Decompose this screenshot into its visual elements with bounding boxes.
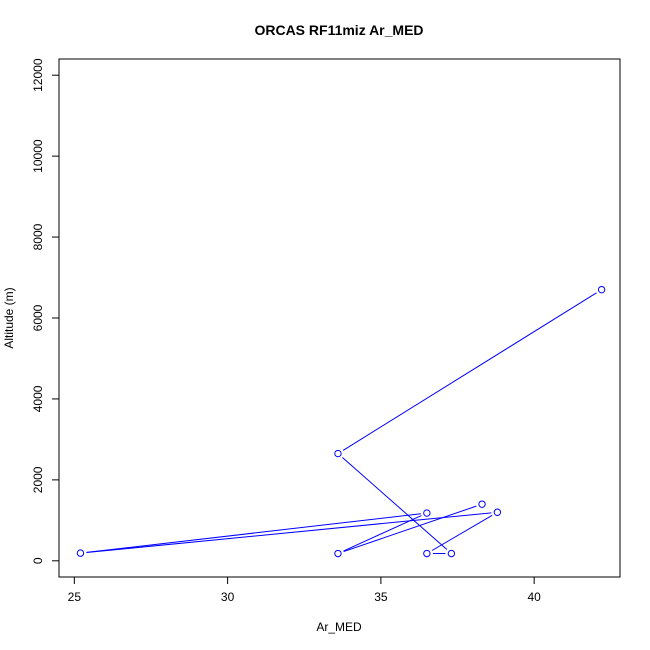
chart-title: ORCAS RF11miz Ar_MED bbox=[254, 22, 423, 38]
x-tick-label: 35 bbox=[374, 590, 388, 604]
y-tick-label: 8000 bbox=[31, 223, 45, 250]
series-line-segment bbox=[86, 512, 492, 554]
data-point bbox=[597, 285, 606, 294]
series-line-segment bbox=[343, 515, 422, 552]
series-line-segment bbox=[342, 457, 448, 550]
y-axis: 0 2000 4000 6000 8000 10000 12000 bbox=[31, 58, 60, 564]
y-tick-label: 6000 bbox=[31, 304, 45, 331]
y-tick-label: 10000 bbox=[31, 139, 45, 173]
data-point bbox=[423, 509, 431, 517]
y-tick-label: 4000 bbox=[31, 385, 45, 412]
data-point bbox=[447, 549, 456, 558]
series-line-segment bbox=[342, 292, 597, 451]
x-tick-label: 40 bbox=[527, 590, 541, 604]
data-point bbox=[76, 549, 85, 557]
data-point bbox=[334, 549, 342, 558]
series-layer bbox=[76, 285, 606, 558]
data-point bbox=[478, 500, 486, 508]
plot-frame bbox=[58, 58, 621, 578]
y-tick-label: 0 bbox=[31, 557, 45, 564]
y-axis-label: Altitude (m) bbox=[2, 287, 16, 348]
series-line-segment bbox=[86, 513, 421, 553]
y-tick-label: 2000 bbox=[31, 466, 45, 493]
x-axis-label: Ar_MED bbox=[316, 620, 362, 634]
series-line-segment bbox=[431, 514, 493, 551]
data-point bbox=[493, 508, 502, 516]
x-tick-label: 30 bbox=[221, 590, 235, 604]
series-line-segment bbox=[343, 505, 477, 553]
data-point bbox=[334, 449, 342, 458]
x-axis: 25 30 35 40 bbox=[68, 576, 541, 604]
x-tick-label: 25 bbox=[68, 590, 82, 604]
data-point bbox=[423, 549, 431, 558]
y-tick-label: 12000 bbox=[31, 58, 45, 92]
